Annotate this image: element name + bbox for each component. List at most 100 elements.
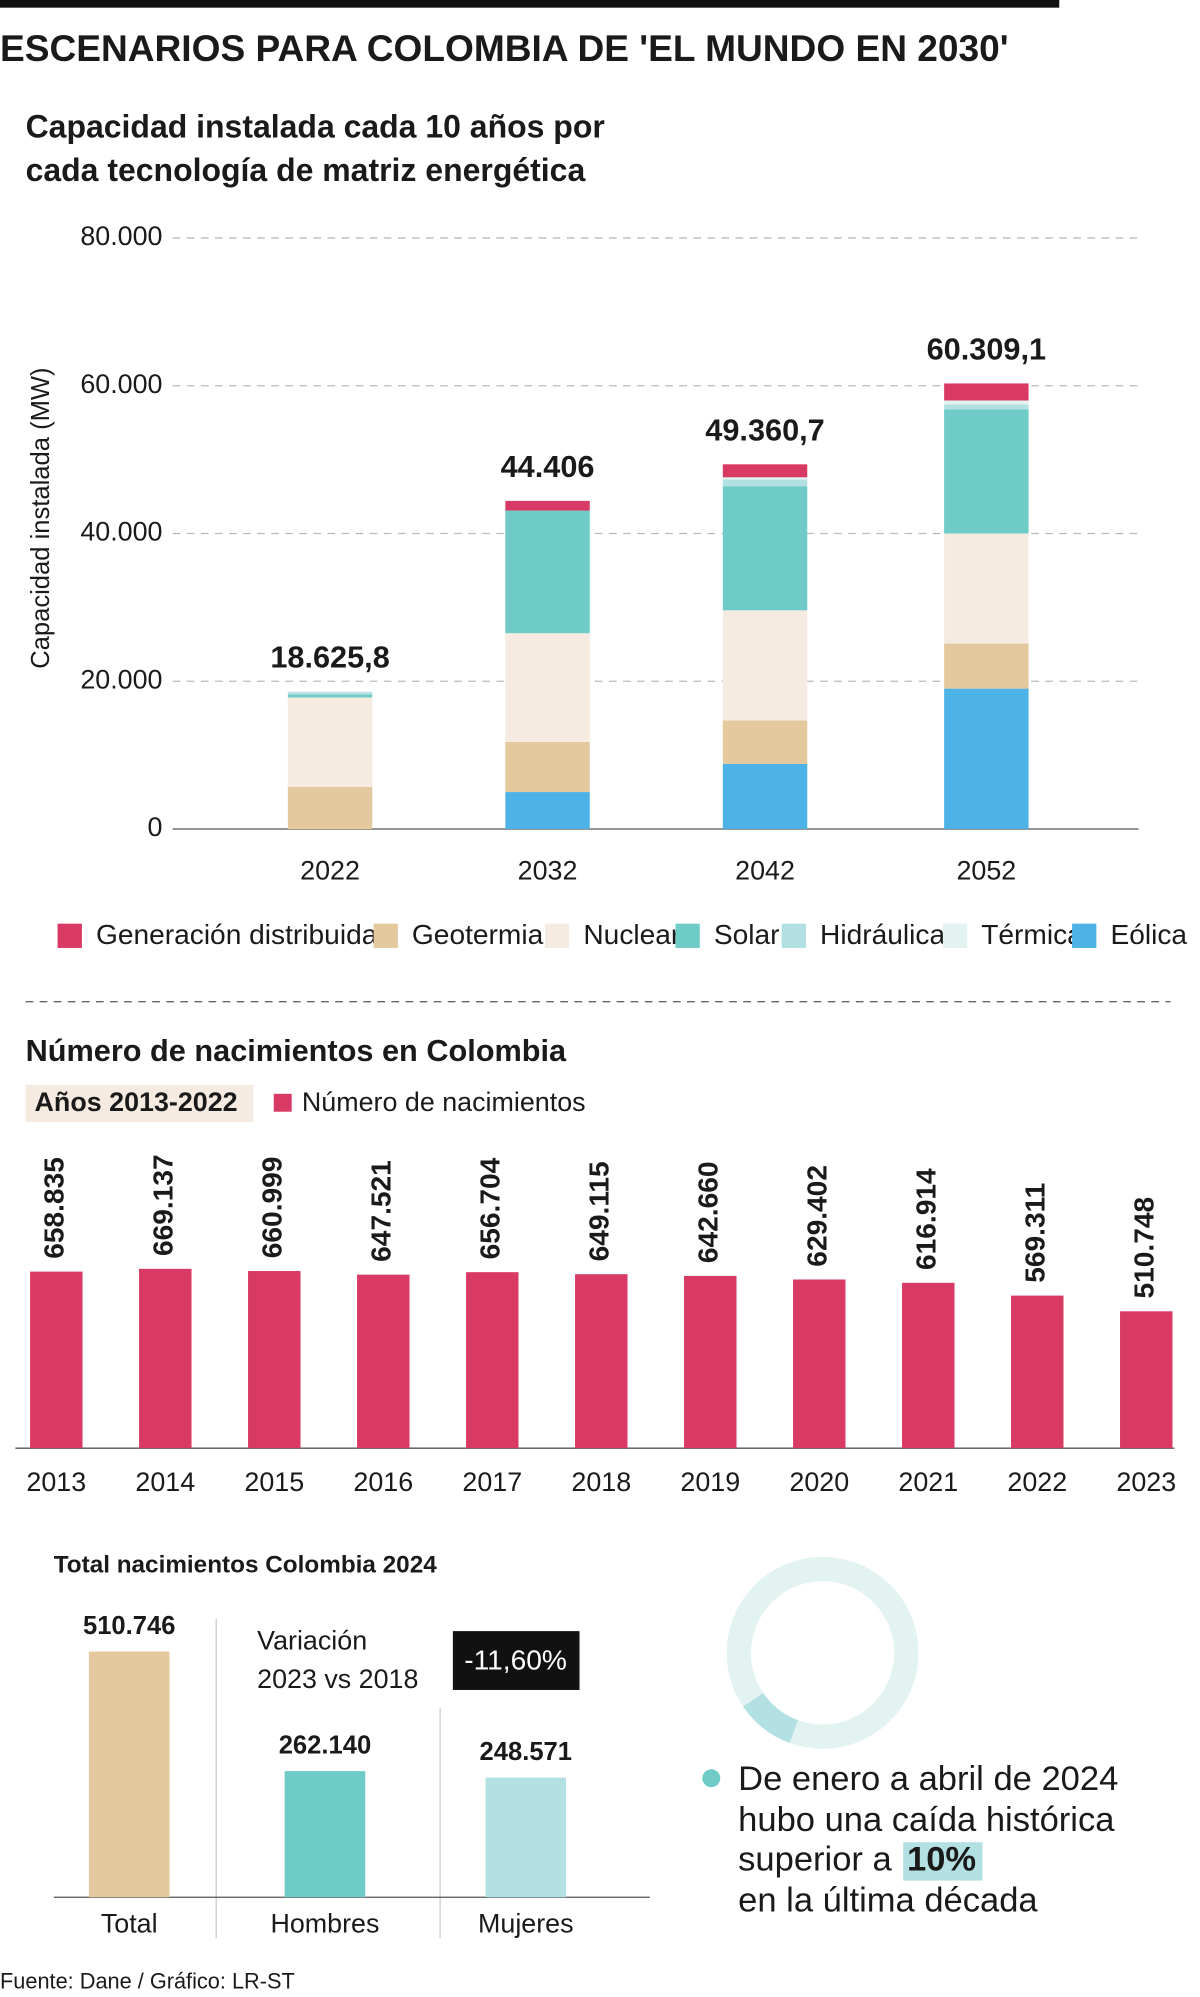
bar-segment xyxy=(722,464,808,478)
bar-segment xyxy=(287,697,373,787)
legend-swatch xyxy=(273,1093,292,1112)
bar-segment xyxy=(944,409,1029,534)
x-tick-label: 2014 xyxy=(135,1467,195,1497)
legend-label: Eólica xyxy=(1110,919,1187,950)
bar xyxy=(139,1268,192,1449)
chart-title: Capacidad instalada cada 10 años por xyxy=(26,109,605,145)
chart-title: cada tecnología de matriz energética xyxy=(26,152,586,188)
bar xyxy=(88,1651,170,1898)
bar xyxy=(30,1271,83,1449)
legend-swatch xyxy=(57,923,82,948)
bar xyxy=(248,1271,301,1449)
legend-label: Número de nacimientos xyxy=(302,1087,586,1117)
x-tick-label: 2013 xyxy=(26,1467,86,1497)
note-text: De enero a abril de 2024 xyxy=(738,1760,1118,1798)
x-tick-label: 2020 xyxy=(789,1467,849,1497)
x-tick-label: 2015 xyxy=(244,1467,304,1497)
bar-segment xyxy=(722,486,808,611)
bar xyxy=(902,1282,955,1449)
total-label: 49.360,7 xyxy=(705,412,824,447)
legend-swatch xyxy=(942,923,968,948)
legend-swatch xyxy=(675,923,700,948)
value-label: 629.402 xyxy=(802,1165,833,1267)
value-label: 510.746 xyxy=(83,1612,175,1640)
source: Fuente: Dane / Gráfico: LR-ST xyxy=(0,1969,295,1994)
total-label: 44.406 xyxy=(501,449,595,484)
value-label: 649.115 xyxy=(584,1161,615,1261)
bar xyxy=(357,1274,410,1449)
x-tick-label: 2042 xyxy=(735,856,795,886)
y-tick-label: 60.000 xyxy=(80,369,162,399)
bar-segment xyxy=(287,691,373,693)
highlight-bg xyxy=(903,1842,983,1881)
bar xyxy=(284,1771,366,1898)
legend-swatch xyxy=(373,923,398,948)
bar xyxy=(485,1777,567,1898)
annotation: Variación xyxy=(257,1626,367,1656)
value-label: 569.311 xyxy=(1020,1183,1051,1283)
bar-segment xyxy=(505,792,590,829)
bar-segment xyxy=(505,633,590,742)
bar-segment xyxy=(944,383,1029,401)
bar xyxy=(575,1274,628,1449)
top-bar xyxy=(0,0,1060,8)
y-tick-label: 40.000 xyxy=(80,517,162,547)
value-label: 669.137 xyxy=(148,1154,179,1256)
legend-label: Geotermia xyxy=(412,919,544,950)
x-tick-label: 2016 xyxy=(353,1467,413,1497)
x-tick-label: Mujeres xyxy=(478,1908,574,1938)
value-label: 616.914 xyxy=(911,1168,942,1270)
legend-swatch xyxy=(1072,923,1097,948)
x-tick-label: 2018 xyxy=(571,1467,631,1497)
x-tick-label: 2052 xyxy=(956,856,1016,886)
x-tick-label: 2022 xyxy=(1007,1467,1067,1497)
x-tick-label: 2023 xyxy=(1116,1467,1176,1497)
value-label: 510.748 xyxy=(1129,1197,1160,1299)
chart-title: Número de nacimientos en Colombia xyxy=(26,1033,567,1068)
annotation: 2023 vs 2018 xyxy=(257,1664,418,1694)
bar-segment xyxy=(944,688,1029,829)
bar-segment xyxy=(944,404,1029,410)
bullet xyxy=(702,1769,721,1788)
bar xyxy=(466,1272,519,1449)
bar-segment xyxy=(722,477,808,480)
legend-swatch xyxy=(781,923,806,948)
subtitle: Años 2013-2022 xyxy=(35,1087,238,1117)
value-label: 658.835 xyxy=(39,1157,70,1259)
bar-segment xyxy=(944,533,1029,644)
donut-slice xyxy=(743,1692,799,1744)
legend-label: Solar xyxy=(714,919,780,950)
note-highlight: 10% xyxy=(907,1841,976,1879)
bar-segment xyxy=(287,692,373,695)
badge: -11,60% xyxy=(464,1644,567,1675)
x-tick-label: 2019 xyxy=(680,1467,740,1497)
value-label: 656.704 xyxy=(475,1157,506,1259)
x-tick-label: 2021 xyxy=(898,1467,958,1497)
value-label: 248.571 xyxy=(480,1738,572,1766)
y-tick-label: 80.000 xyxy=(80,221,162,251)
bar-segment xyxy=(287,786,373,829)
bar-segment xyxy=(944,643,1029,689)
value-label: 642.660 xyxy=(693,1161,724,1263)
bar-segment xyxy=(722,720,808,764)
bar-segment xyxy=(722,479,808,487)
bar xyxy=(684,1275,737,1449)
note-text: hubo una caída histórica xyxy=(738,1801,1115,1839)
subtitle-bg xyxy=(25,1084,254,1122)
x-tick-label: 2022 xyxy=(300,856,360,886)
x-tick-label: 2032 xyxy=(518,856,578,886)
y-tick-label: 0 xyxy=(148,812,163,842)
y-tick-label: 20.000 xyxy=(80,664,162,694)
bar-segment xyxy=(505,500,590,511)
bar-segment xyxy=(287,694,373,698)
legend-label: Generación distribuida xyxy=(96,919,378,950)
bar-segment xyxy=(944,400,1029,405)
bar-segment xyxy=(505,741,590,793)
bar xyxy=(1011,1295,1064,1449)
legend-label: Hidráulica xyxy=(820,919,945,950)
value-label: 660.999 xyxy=(257,1157,288,1259)
total-label: 18.625,8 xyxy=(270,640,389,675)
bar-segment xyxy=(722,610,808,721)
x-tick-label: Hombres xyxy=(270,1908,379,1938)
